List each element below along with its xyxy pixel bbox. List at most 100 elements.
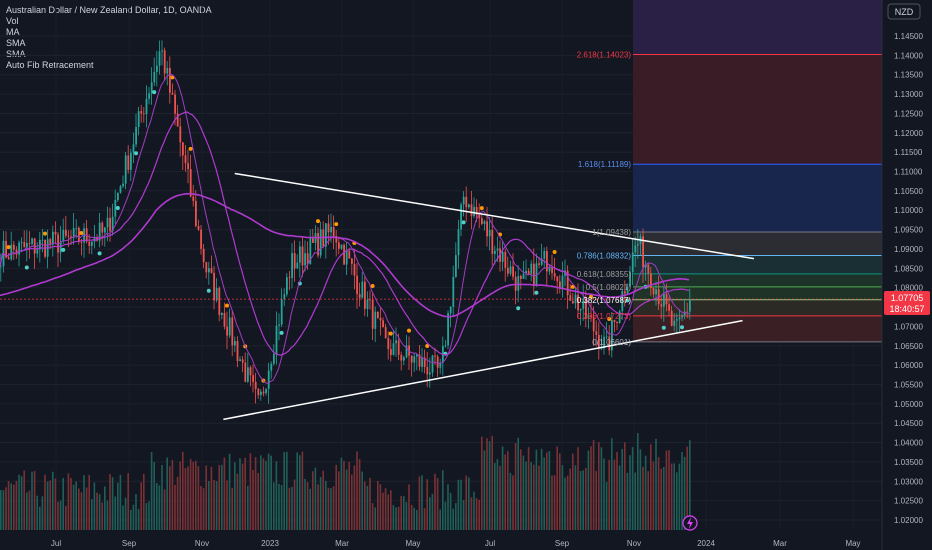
- volume-bar: [106, 500, 109, 530]
- volume-bar: [5, 487, 7, 530]
- volume-bar: [0, 490, 2, 530]
- candle-body: [13, 244, 15, 250]
- signal-dot: [43, 231, 47, 236]
- candle-body: [158, 51, 161, 66]
- candle-body: [15, 249, 18, 255]
- volume-bar: [587, 450, 590, 530]
- candle-body: [62, 229, 65, 242]
- price-tick-label: 1.14000: [894, 51, 923, 60]
- volume-bar: [624, 442, 626, 530]
- volume-bar: [546, 452, 548, 530]
- volume-bar: [241, 463, 244, 530]
- volume-bar: [187, 466, 189, 530]
- candle-body: [106, 217, 109, 228]
- volume-bar: [605, 481, 608, 530]
- volume-bar: [598, 442, 600, 530]
- price-tick-label: 1.13000: [894, 90, 923, 99]
- time-tick-label: Sep: [122, 539, 137, 548]
- volume-bar: [556, 446, 558, 530]
- volume-bar: [447, 484, 449, 530]
- candle-body: [512, 266, 514, 277]
- candle-body: [629, 271, 631, 287]
- candle-body: [546, 251, 548, 272]
- fib-label: 0.786(1.08832): [577, 251, 632, 260]
- indicator-vol[interactable]: Vol: [6, 16, 19, 26]
- volume-bar: [631, 447, 634, 530]
- candle-body: [611, 320, 613, 351]
- volume-bar: [351, 474, 353, 530]
- volume-bar: [44, 474, 46, 530]
- price-tick-label: 1.02500: [894, 497, 923, 506]
- currency-badge[interactable]: [887, 3, 921, 20]
- volume-bar: [176, 476, 179, 530]
- time-axis[interactable]: Jul Sep Nov 2023 Mar May Jul Sep Nov 2024 Mar May: [51, 539, 861, 548]
- candle-body: [569, 295, 572, 301]
- candle-body: [174, 94, 176, 114]
- symbol-title[interactable]: Australian Dollar / New Zealand Dollar, …: [6, 5, 212, 15]
- trendline-lower: [223, 319, 743, 421]
- volume-bar: [215, 481, 218, 530]
- indicator-sma-1[interactable]: SMA: [6, 38, 26, 48]
- price-tick-label: 1.13500: [894, 71, 923, 80]
- signal-dot: [279, 330, 284, 335]
- candle-body: [465, 196, 468, 208]
- signal-dot: [334, 222, 339, 227]
- volume-bar: [574, 465, 577, 530]
- volume-bar: [431, 493, 434, 530]
- candle-body: [65, 229, 67, 236]
- candle-body: [91, 241, 93, 246]
- volume-bar: [182, 451, 184, 530]
- candle-body: [486, 221, 488, 237]
- candle-body: [416, 354, 418, 357]
- fib-label: 0.382(1.07687): [577, 296, 632, 305]
- signal-dot: [570, 284, 575, 289]
- price-tick-label: 1.10500: [894, 187, 923, 196]
- volume-bar: [130, 509, 132, 530]
- candle-body: [429, 372, 431, 375]
- candle-body: [330, 227, 332, 233]
- volume-bar: [392, 505, 395, 530]
- candle-body: [52, 231, 54, 245]
- volume-bar: [52, 471, 54, 530]
- volume-bar: [507, 451, 509, 530]
- price-axis[interactable]: 1.02000 1.02500 1.03000 1.03500 1.04000 1.045…: [894, 32, 923, 525]
- volume-bar: [566, 475, 569, 530]
- volume-bar: [681, 452, 683, 530]
- volume-bar: [356, 451, 358, 530]
- indicator-auto-fib[interactable]: Auto Fib Retracement: [6, 60, 94, 70]
- candle-body: [10, 244, 13, 260]
- volume-bar: [59, 500, 62, 530]
- candle-body: [686, 311, 689, 313]
- volume-bar: [400, 495, 402, 530]
- volume-bar: [613, 459, 616, 530]
- candle-body: [600, 348, 603, 350]
- price-tick-label: 1.07000: [894, 322, 923, 331]
- candle-body: [210, 268, 213, 273]
- candle-body: [260, 391, 262, 396]
- candle-body: [236, 341, 239, 362]
- volume-bar: [192, 461, 194, 530]
- volume-bar: [262, 458, 265, 530]
- fib-zone: [633, 273, 882, 287]
- volume-bar: [20, 476, 23, 530]
- indicator-ma[interactable]: MA: [6, 27, 20, 37]
- volume-bar: [135, 494, 137, 530]
- trendlines[interactable]: [223, 172, 755, 421]
- volume-bar: [371, 503, 374, 530]
- time-tick-label: Nov: [627, 539, 641, 548]
- candle-body: [280, 299, 283, 325]
- volume-bar: [379, 484, 382, 530]
- volume-bar: [621, 448, 623, 530]
- legend: Australian Dollar / New Zealand Dollar, …: [6, 5, 212, 71]
- volume-bar: [478, 499, 480, 530]
- volume-bar: [36, 495, 38, 530]
- candle-body: [504, 251, 507, 268]
- candle-body: [304, 253, 306, 266]
- volume-bar: [395, 507, 397, 530]
- volume-bar: [689, 440, 691, 530]
- volume-bar: [488, 441, 491, 530]
- indicator-sma-2[interactable]: SMA: [6, 49, 26, 59]
- candle-body: [382, 320, 384, 328]
- candle-body: [26, 243, 28, 248]
